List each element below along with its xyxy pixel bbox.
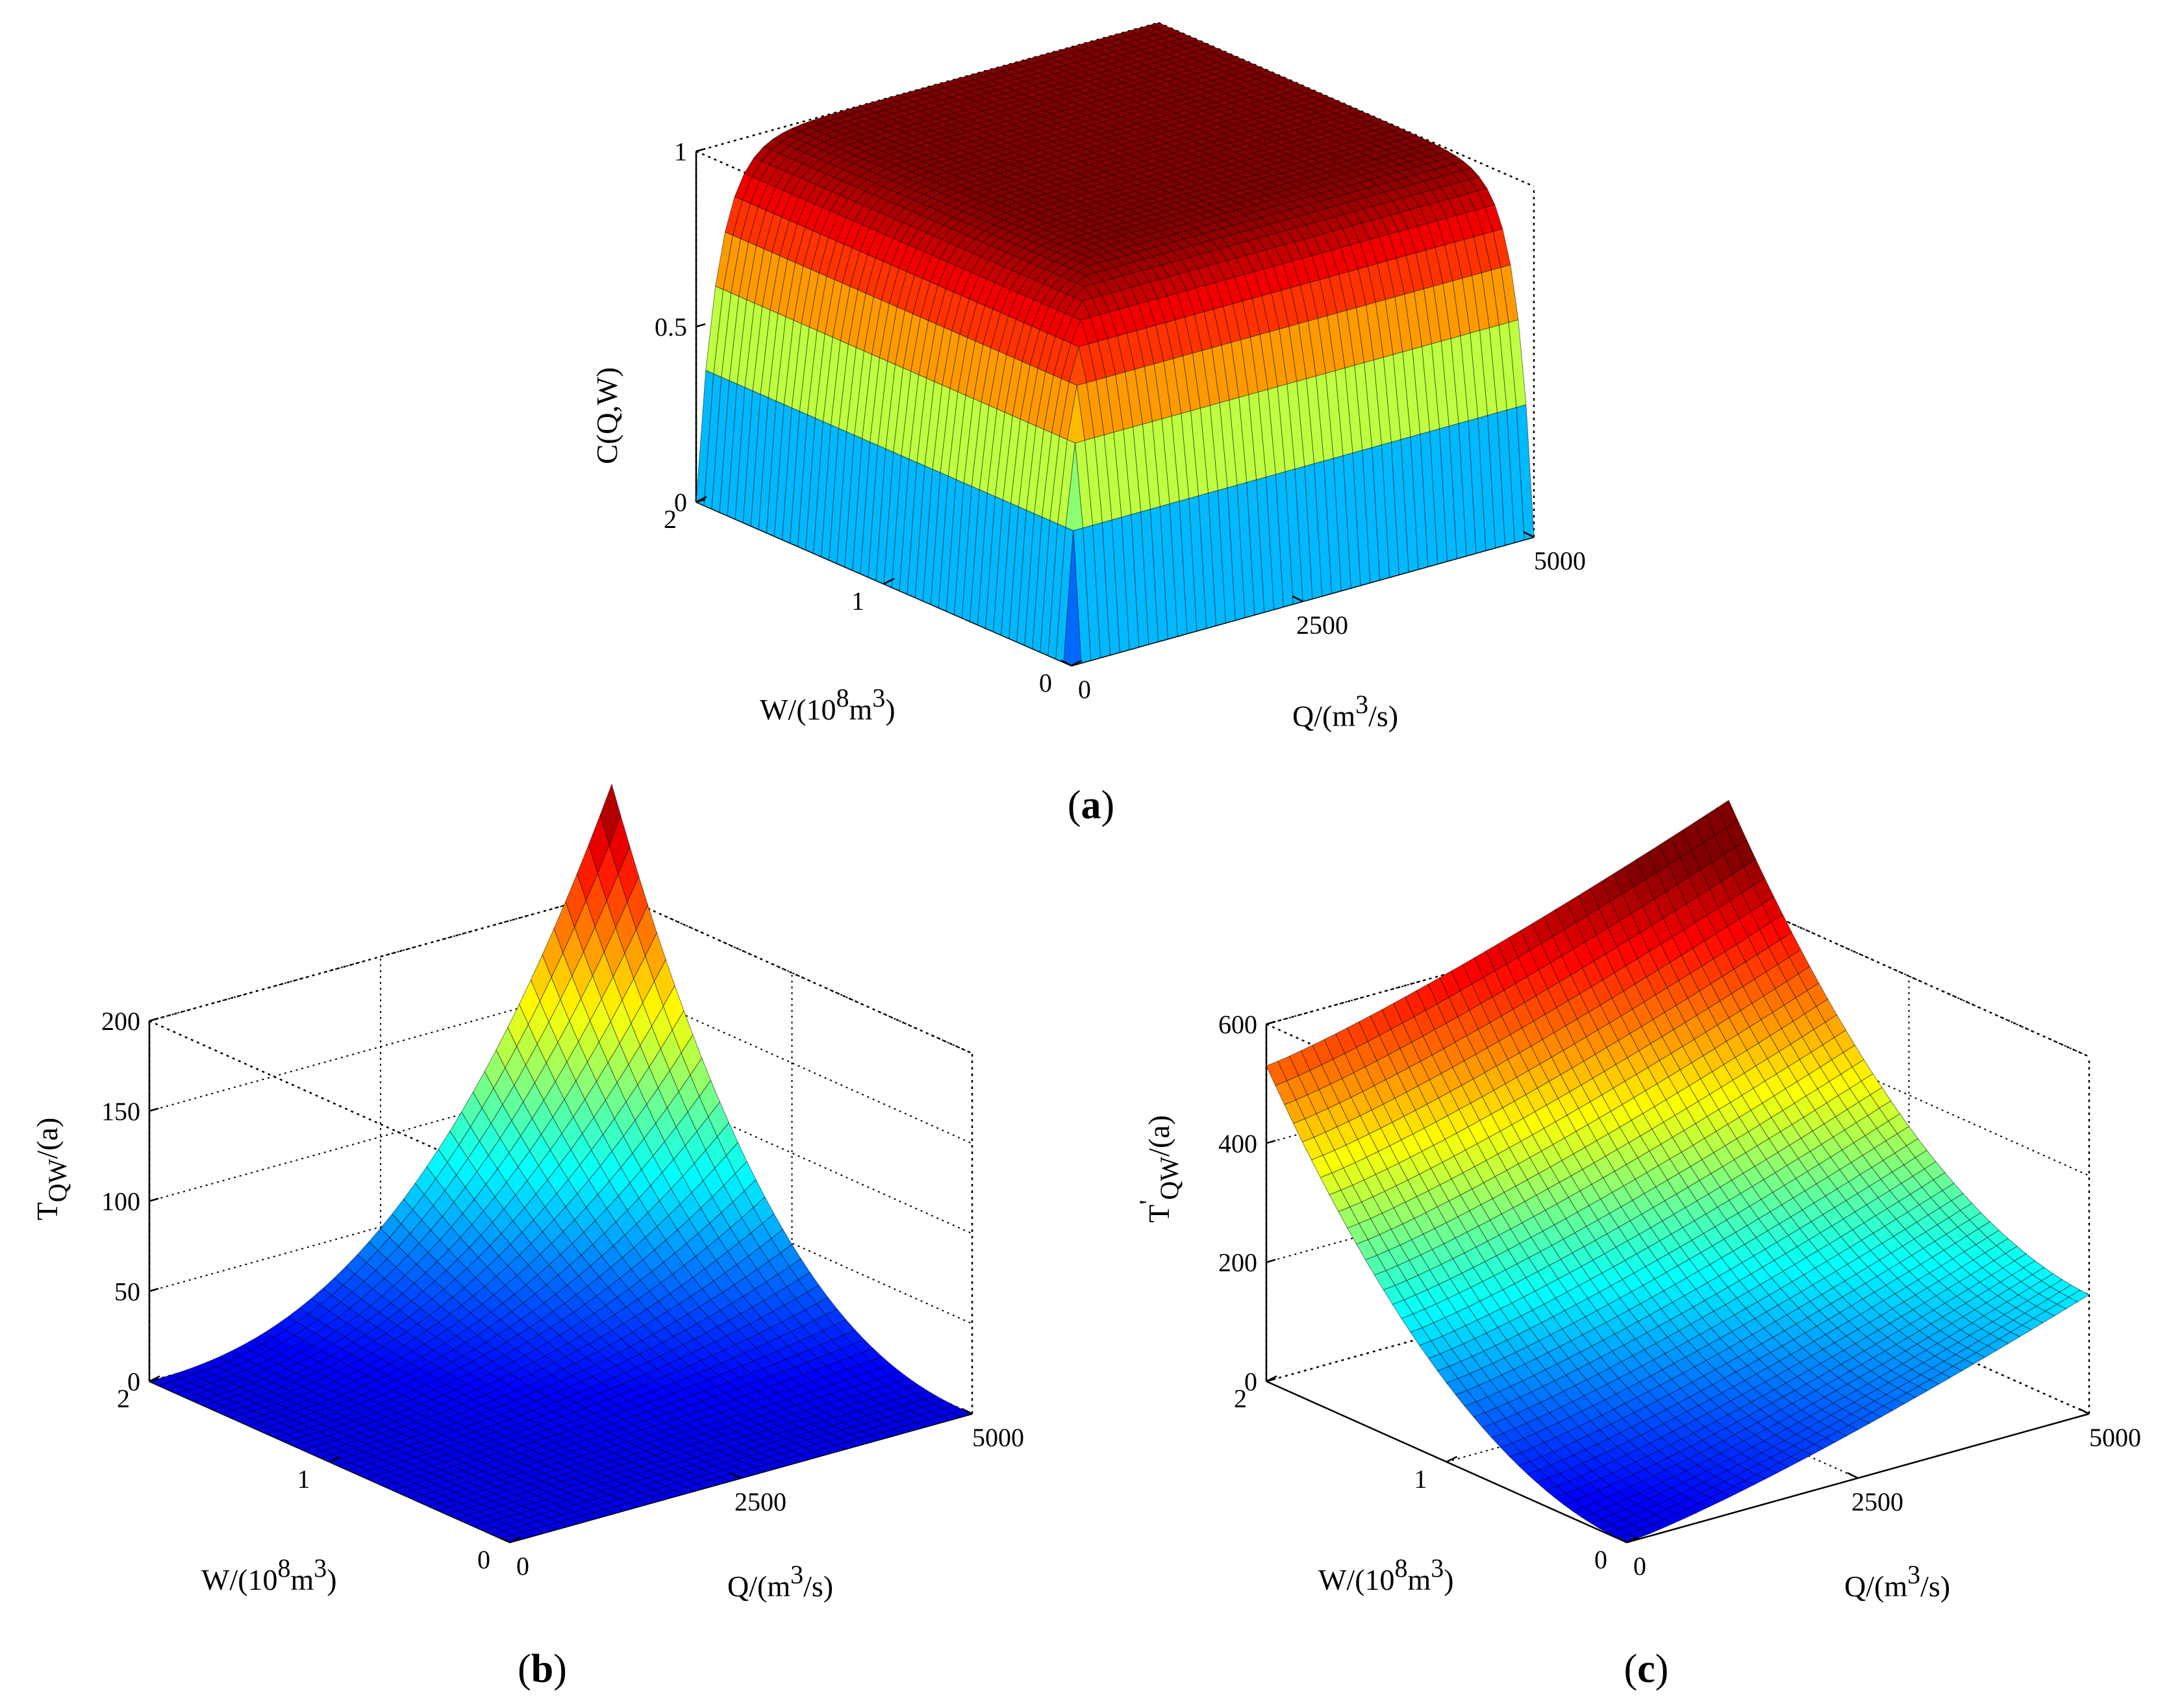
- z-tick-label: 150: [101, 1097, 140, 1126]
- z-tick-mark: [149, 1107, 159, 1112]
- q-tick-label: 5000: [1534, 546, 1586, 575]
- q-tick-label: 5000: [972, 1423, 1024, 1452]
- w-tick-label: 2: [117, 1384, 130, 1413]
- z-tick-label: 50: [114, 1277, 140, 1306]
- q-tick-label: 2500: [734, 1487, 786, 1516]
- q-tick-label: 0: [516, 1551, 529, 1581]
- w-tick-label: 0: [477, 1545, 490, 1574]
- z-tick-mark: [696, 323, 706, 328]
- back-frame-edge: [696, 21, 1159, 153]
- z-tick-label: 200: [101, 1007, 140, 1036]
- z-tick-mark: [149, 1288, 159, 1292]
- w-tick-label: 1: [851, 586, 864, 616]
- z-tick-label: 1: [674, 137, 687, 166]
- z-tick-mark: [696, 147, 706, 153]
- z-tick-label: 100: [101, 1187, 140, 1216]
- w-tick-label: 1: [297, 1464, 310, 1494]
- z-tick-label: 0.5: [655, 312, 687, 342]
- q-tick-label: 0: [1078, 675, 1091, 704]
- z-tick-mark: [149, 1017, 159, 1022]
- w-tick-label: 0: [1039, 668, 1052, 697]
- q-tick-label: 2500: [1296, 610, 1348, 640]
- w-tick-label: 2: [664, 505, 677, 534]
- z-tick-mark: [149, 1198, 159, 1202]
